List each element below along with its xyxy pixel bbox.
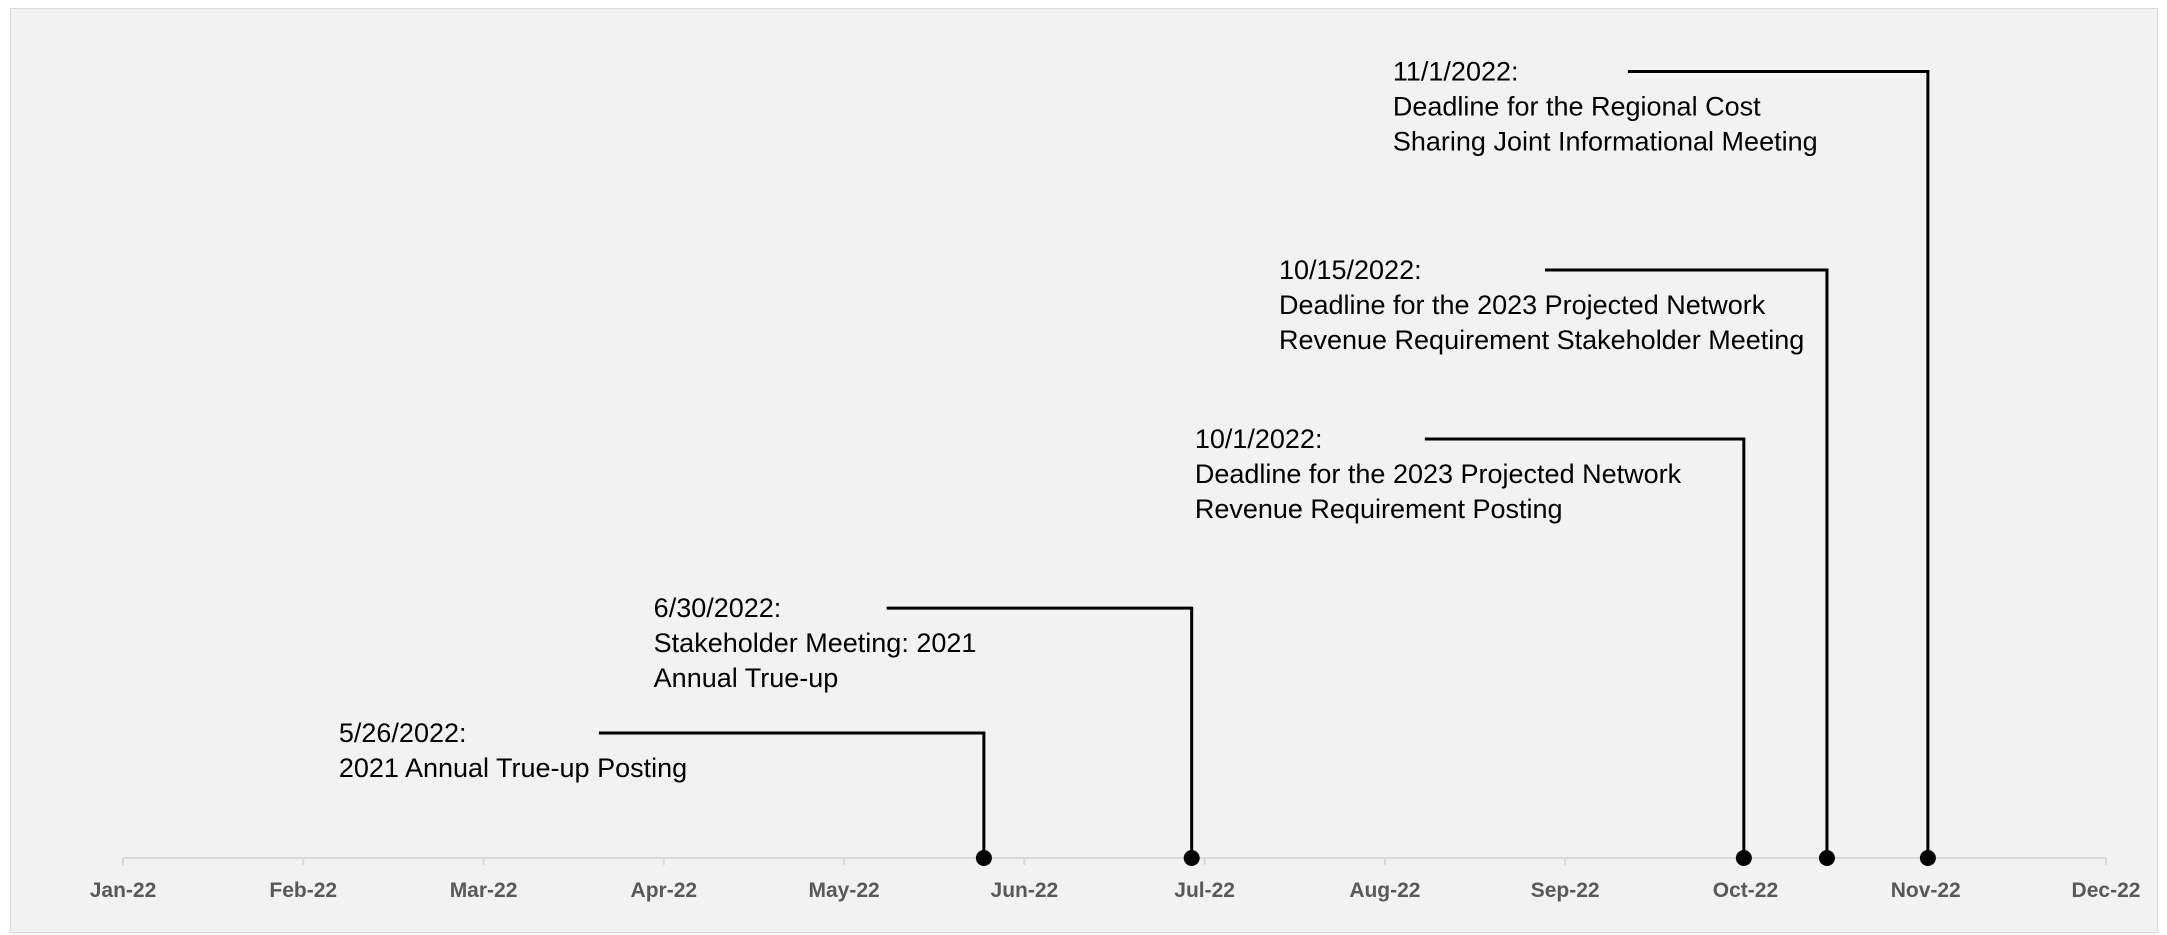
- timeline-event: 11/1/2022: Deadline for the Regional Cost…: [1393, 57, 1936, 866]
- event-marker: [1919, 850, 1936, 866]
- event-marker: [1183, 850, 1200, 866]
- event-description-label: Deadline for the 2023 Projected Network: [1195, 459, 1682, 489]
- x-tick-label: Dec-22: [2072, 879, 2141, 902]
- x-tick-label: Sep-22: [1531, 879, 1600, 902]
- x-tick-label: May-22: [808, 879, 879, 902]
- timeline-event: 6/30/2022: Stakeholder Meeting: 2021 Annua…: [654, 593, 1200, 866]
- event-date-label: 11/1/2022:: [1393, 57, 1519, 87]
- event-description-label: Deadline for the Regional Cost: [1393, 92, 1761, 122]
- event-marker: [975, 850, 992, 866]
- x-tick-label: Mar-22: [450, 879, 518, 902]
- x-tick-label: Feb-22: [269, 879, 337, 902]
- timeline-event: 10/1/2022: Deadline for the 2023 Projecte…: [1195, 424, 1752, 866]
- x-tick-label: Jan-22: [90, 879, 157, 902]
- x-axis: Jan-22 Feb-22 Mar-22 Apr-22 May-22 Jun-22 Jul-…: [90, 857, 2141, 902]
- events-layer: 5/26/2022:2021 Annual True-up Posting6/3…: [339, 57, 1936, 866]
- chart-area: [10, 8, 2158, 933]
- x-tick-label: Aug-22: [1349, 879, 1420, 902]
- event-description-label: Revenue Requirement Stakeholder Meeting: [1279, 325, 1804, 355]
- event-description-label: Sharing Joint Informational Meeting: [1393, 127, 1818, 157]
- event-description-label: Annual True-up: [654, 663, 839, 693]
- x-tick-label: Apr-22: [631, 879, 698, 902]
- x-tick-label: Oct-22: [1713, 879, 1778, 902]
- event-description-label: Revenue Requirement Posting: [1195, 494, 1563, 524]
- event-description-label: Stakeholder Meeting: 2021: [654, 628, 977, 658]
- event-marker: [1735, 850, 1752, 866]
- x-tick-label: Jun-22: [991, 879, 1059, 902]
- event-description-label: Deadline for the 2023 Projected Network: [1279, 290, 1766, 320]
- timeline-event: 10/15/2022: Deadline for the 2023 Project…: [1279, 255, 1835, 866]
- event-date-label: 10/15/2022:: [1279, 255, 1422, 285]
- event-description-label: 2021 Annual True-up Posting: [339, 753, 687, 783]
- x-tick-label: Jul-22: [1174, 879, 1235, 902]
- event-date-label: 10/1/2022:: [1195, 424, 1323, 454]
- event-marker: [1818, 850, 1835, 866]
- timeline-event: 5/26/2022: 2021 Annual True-up Posting: [339, 718, 992, 866]
- event-date-label: 5/26/2022:: [339, 718, 467, 748]
- event-date-label: 6/30/2022:: [654, 593, 782, 623]
- x-tick-label: Nov-22: [1891, 879, 1961, 902]
